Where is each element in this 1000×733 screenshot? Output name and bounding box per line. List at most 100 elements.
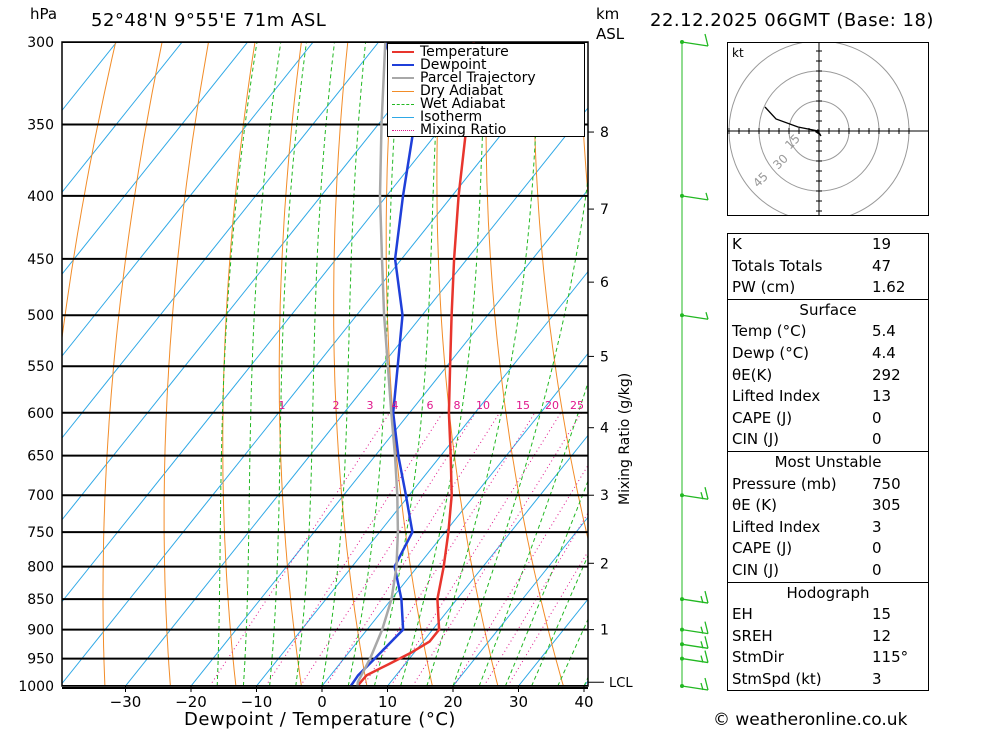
dry-adiabat-line [532, 42, 588, 542]
pressure-tick-label: 1000 [18, 679, 54, 695]
dry-adiabat-line [102, 42, 163, 686]
isotherm-line [387, 434, 588, 686]
wind-barb-staff [681, 41, 709, 47]
wind-barb-staff [681, 494, 709, 500]
x-tick-label: −30 [110, 693, 142, 711]
location-title: 52°48'N 9°55'E 71m ASL [91, 10, 327, 31]
legend-item-dewpoint: Dewpoint [392, 58, 487, 72]
pressure-tick-label: 650 [27, 449, 54, 465]
legend-item-wet-adiabat: Wet Adiabat [392, 97, 505, 111]
isotherm-line [62, 42, 576, 685]
x-tick-label: −20 [175, 693, 207, 711]
hodograph-section: Hodograph EH 15 SREH 12 StmDir 115° StmSpd … [728, 581, 928, 691]
wind-barb-half [700, 492, 704, 500]
wind-barb-staff [681, 314, 709, 320]
mixing-ratio-line [453, 464, 588, 686]
wind-barb [681, 590, 709, 604]
pressure-tick-label: 950 [27, 652, 54, 668]
wind-barb-half [700, 595, 704, 604]
legend-item-temperature: Temperature [392, 45, 509, 59]
index-row-totals: Totals Totals 47 [732, 256, 892, 275]
wind-barb [681, 650, 709, 664]
x-tick-label: 30 [509, 693, 528, 711]
mixing-ratio-line [209, 412, 391, 686]
mixing-ratio-line [362, 412, 536, 686]
wind-barb-flag [704, 33, 709, 47]
isotherm-line [62, 42, 511, 603]
wet-adiabat-line [373, 42, 441, 686]
km-tick-label: 4 [600, 421, 609, 437]
wind-barb [681, 677, 709, 691]
wind-barb-half [705, 192, 709, 201]
hodograph-panel: 15 30 45 kt [727, 42, 929, 216]
most-unstable-row: Pressure (mb) 750 [732, 474, 901, 493]
pressure-tick-label: 700 [27, 488, 54, 504]
surface-title: Surface [799, 300, 857, 319]
wind-barb-half [700, 655, 704, 663]
most-unstable-section: Most Unstable Pressure (mb) 750 θE (K) 305… [728, 450, 928, 582]
legend-item-parcel: Parcel Trajectory [392, 71, 536, 85]
isotherm-line [125, 107, 588, 686]
mixing-ratio-label: 25 [570, 399, 584, 412]
pressure-tick-label: 300 [27, 35, 54, 51]
mixing-ratio-label: 3 [367, 399, 374, 412]
hodograph-row: SREH 12 [732, 626, 892, 645]
wind-barb-staff [681, 657, 709, 664]
hodograph-arrow [815, 129, 821, 136]
copyright-link[interactable]: © weatheronline.co.uk [713, 710, 908, 730]
wet-adiabat-line [400, 42, 488, 686]
surface-row: Lifted Index 13 [732, 387, 892, 406]
mixing-ratio-line [507, 550, 588, 686]
surface-row: Temp (°C) 5.4 [732, 322, 896, 341]
isotherm-line [452, 516, 588, 686]
x-axis-title: Dewpoint / Temperature (°C) [184, 709, 456, 730]
lcl-label: LCL [609, 676, 633, 691]
mixing-ratio-label: 2 [333, 399, 340, 412]
index-row-pw: PW (cm) 1.62 [732, 278, 906, 297]
dewpoint-profile [349, 42, 416, 686]
dry-adiabat-line [278, 42, 302, 686]
asl-unit-label: ASL [596, 25, 625, 43]
pressure-tick-label: 500 [27, 308, 54, 324]
wind-barb [681, 487, 709, 500]
x-tick-label: −10 [241, 693, 273, 711]
wind-barb-flag [704, 650, 709, 663]
mixing-ratio-label: 8 [454, 399, 461, 412]
wet-adiabat-line [531, 554, 588, 686]
wind-barb-staff [681, 195, 709, 201]
isotherm-line [62, 42, 118, 112]
km-tick-label: 6 [600, 275, 609, 291]
isotherm-line [62, 42, 314, 357]
mixing-ratio-axis-title: Mixing Ratio (g/kg) [617, 373, 633, 505]
surface-section: Surface Temp (°C) 5.4 Dewp (°C) 4.4 θE(K) 2… [728, 298, 928, 451]
hodograph-ring-label: 45 [750, 169, 771, 190]
wind-barb-staff [681, 598, 709, 604]
x-tick-label: 10 [378, 693, 397, 711]
wind-barb-flag [704, 636, 709, 649]
mixing-ratio-label: 4 [392, 399, 399, 412]
wind-barb-half [700, 641, 704, 649]
indices-table: K 19 Totals Totals 47 PW (cm) 1.62 Surface … [727, 233, 929, 692]
pressure-tick-label: 350 [27, 117, 54, 133]
isotherm-line [256, 270, 588, 686]
parcel-trajectory [356, 42, 400, 686]
wet-adiabat-line [426, 42, 541, 686]
isotherm-line [62, 42, 445, 521]
wind-barb-staff [681, 685, 709, 691]
dry-adiabat-line [579, 42, 588, 200]
pressure-tick-label: 450 [27, 252, 54, 268]
pressure-tick-label: 850 [27, 592, 54, 608]
hodograph-title: Hodograph [786, 583, 870, 602]
x-tick-label: 0 [317, 693, 327, 711]
mixing-ratio-label: 10 [476, 399, 490, 412]
pressure-tick-label: 600 [27, 406, 54, 422]
plot-frame [61, 41, 589, 687]
wet-adiabat-line [216, 42, 258, 686]
plot-area [62, 42, 588, 686]
mixing-ratio-label: 20 [545, 399, 559, 412]
wind-barb [681, 192, 709, 201]
wind-barb-flag [704, 487, 709, 500]
x-tick-label: 40 [574, 693, 593, 711]
wet-adiabat-line [321, 42, 367, 686]
legend-item-dry-adiabat: Dry Adiabat [392, 84, 503, 98]
